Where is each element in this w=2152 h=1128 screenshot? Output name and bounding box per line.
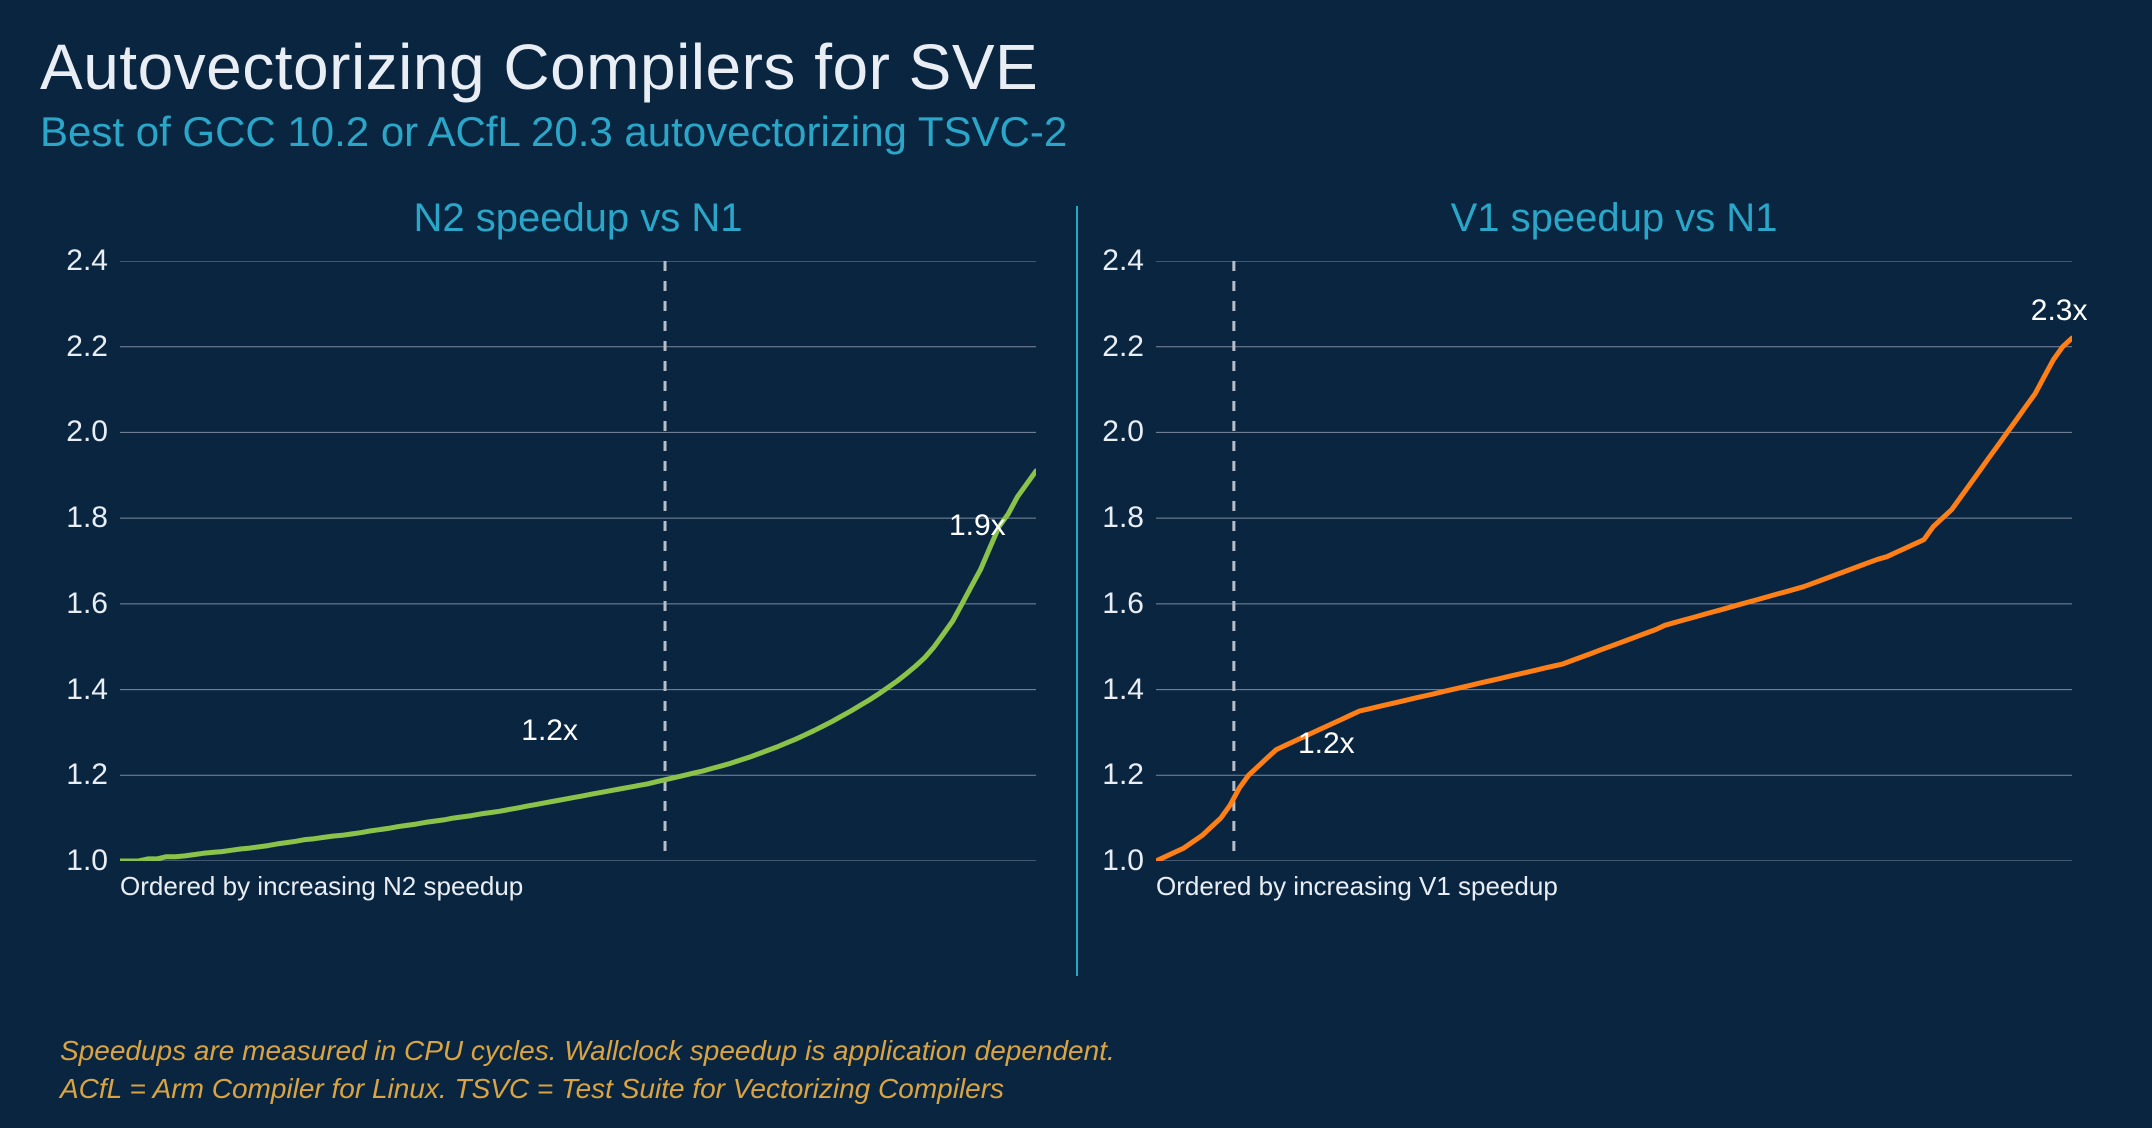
footnote-line-2: ACfL = Arm Compiler for Linux. TSVC = Te…: [60, 1070, 1115, 1108]
chart-right: V1 speedup vs N1 1.01.21.41.61.82.02.22.…: [1076, 196, 2112, 966]
chart-left-ytick-label: 1.6: [66, 587, 108, 621]
chart-right-ytick-label: 1.4: [1102, 673, 1144, 707]
chart-right-annotation: 1.2x: [1298, 727, 1355, 761]
chart-left-annotation: 1.9x: [949, 509, 1006, 543]
chart-right-ytick-label: 2.2: [1102, 330, 1144, 364]
chart-right-annotation: 2.3x: [2031, 294, 2088, 328]
chart-right-ytick-label: 1.0: [1102, 844, 1144, 878]
chart-left-ytick-label: 2.4: [66, 244, 108, 278]
chart-right-ytick-label: 1.8: [1102, 501, 1144, 535]
chart-left-ytick-label: 1.0: [66, 844, 108, 878]
chart-right-ytick-label: 2.0: [1102, 415, 1144, 449]
charts-row: N2 speedup vs N1 1.01.21.41.61.82.02.22.…: [40, 196, 2112, 966]
page-title: Autovectorizing Compilers for SVE: [40, 30, 2112, 104]
chart-left-xcaption: Ordered by increasing N2 speedup: [120, 871, 1036, 902]
chart-left-plot: 1.01.21.41.61.82.02.22.41.2x1.9x: [120, 261, 1036, 861]
chart-right-ytick-label: 1.2: [1102, 758, 1144, 792]
chart-left-ytick-label: 2.0: [66, 415, 108, 449]
chart-right-plot: 1.01.21.41.61.82.02.22.41.2x2.3x: [1156, 261, 2072, 861]
footnote-line-1: Speedups are measured in CPU cycles. Wal…: [60, 1032, 1115, 1070]
chart-left-ytick-label: 1.8: [66, 501, 108, 535]
chart-right-xcaption: Ordered by increasing V1 speedup: [1156, 871, 2072, 902]
chart-right-ytick-label: 2.4: [1102, 244, 1144, 278]
slide: Autovectorizing Compilers for SVE Best o…: [0, 0, 2152, 1128]
chart-right-ytick-label: 1.6: [1102, 587, 1144, 621]
page-subtitle: Best of GCC 10.2 or ACfL 20.3 autovector…: [40, 108, 2112, 156]
footnotes: Speedups are measured in CPU cycles. Wal…: [60, 1032, 1115, 1108]
chart-left: N2 speedup vs N1 1.0 1.2 1.4 1.6 1.8 2.0 2.2 2.…: [40, 196, 1076, 966]
chart-left-annotation: 1.2x: [521, 714, 578, 748]
chart-right-title: V1 speedup vs N1: [1156, 196, 2072, 241]
chart-left-title: N2 speedup vs N1: [120, 196, 1036, 241]
chart-right-series-line: [1156, 338, 2072, 861]
chart-right-svg: [1156, 261, 2072, 861]
chart-left-ytick-label: 1.4: [66, 673, 108, 707]
chart-left-series-line: [120, 471, 1036, 861]
chart-left-ytick-label: 2.2: [66, 330, 108, 364]
chart-left-ytick-label: 1.2: [66, 758, 108, 792]
chart-left-svg: [120, 261, 1036, 861]
